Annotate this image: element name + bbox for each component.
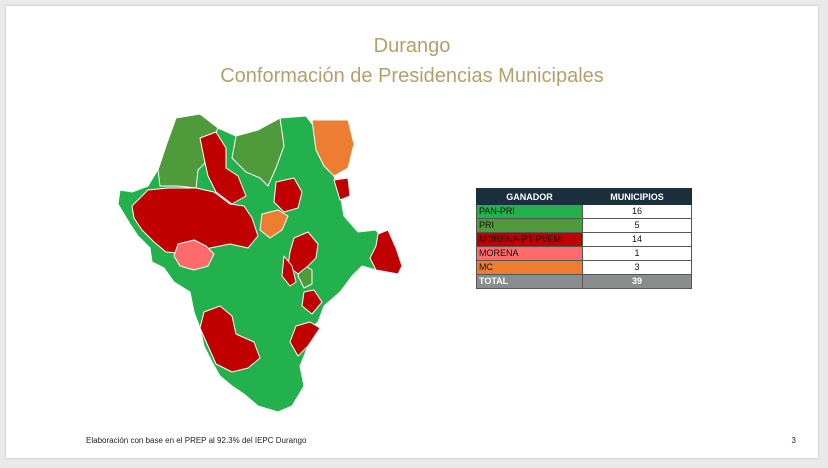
map-region-morena-pt-pvem-north	[199, 131, 247, 205]
slide: Durango Conformación de Presidencias Mun…	[6, 6, 818, 458]
map-region-morena-pt-pvem-southwest	[199, 305, 261, 373]
municipios-cell: 5	[582, 218, 692, 233]
durango-municipalities-map	[117, 113, 403, 413]
column-header-municipios: MUNICIPIOS	[582, 188, 692, 205]
map-region-morena-pt-pvem-central	[287, 231, 319, 275]
party-cell: MORENA	[476, 246, 583, 261]
page-number: 3	[791, 436, 796, 445]
map-region-morena	[173, 239, 215, 271]
map-region-morena-pt-pvem-south-1	[301, 289, 323, 315]
municipios-cell: 1	[582, 246, 692, 261]
municipios-cell: 14	[582, 232, 692, 247]
table-row: MORENA-PT-PVEM 14	[476, 232, 692, 247]
municipios-cell: 3	[582, 260, 692, 275]
map-region-morena-pt-pvem-east-edge	[333, 177, 351, 201]
map-region-morena-pt-pvem-central-2	[281, 255, 297, 287]
total-label: TOTAL	[476, 274, 583, 289]
table-row: MC 3	[476, 260, 692, 275]
table-total-row: TOTAL 39	[476, 274, 692, 289]
table-row: PRI 5	[476, 218, 692, 233]
map-region-pri-north-2	[231, 117, 285, 187]
municipios-cell: 16	[582, 204, 692, 219]
map-region-morena-pt-pvem-south-2	[289, 321, 321, 357]
slide-subtitle: Conformación de Presidencias Municipales	[220, 65, 604, 87]
party-cell: MC	[476, 260, 583, 275]
map-region-morena-pt-pvem-west	[131, 187, 259, 255]
table-header-row: GANADOR MUNICIPIOS	[476, 188, 692, 205]
table-row: PAN-PRI 16	[476, 204, 692, 219]
map-region-mc-north	[311, 119, 355, 177]
party-cell: MORENA-PT-PVEM	[476, 232, 583, 247]
table-row: MORENA 1	[476, 246, 692, 261]
map-region-mc-center	[259, 209, 289, 239]
map-region-morena-pt-pvem-ne	[273, 177, 303, 213]
party-cell: PRI	[476, 218, 583, 233]
source-footnote: Elaboración con base en el PREP al 92.3%…	[86, 436, 307, 445]
slide-title: Durango	[373, 35, 451, 57]
party-cell: PAN-PRI	[476, 204, 583, 219]
total-value: 39	[582, 274, 692, 289]
map-region-morena-pt-pvem-east	[369, 229, 403, 275]
map-region-pri-north	[157, 113, 219, 189]
results-table: GANADOR MUNICIPIOS PAN-PRI 16 PRI 5 MORE…	[476, 188, 692, 289]
column-header-ganador: GANADOR	[476, 188, 583, 205]
